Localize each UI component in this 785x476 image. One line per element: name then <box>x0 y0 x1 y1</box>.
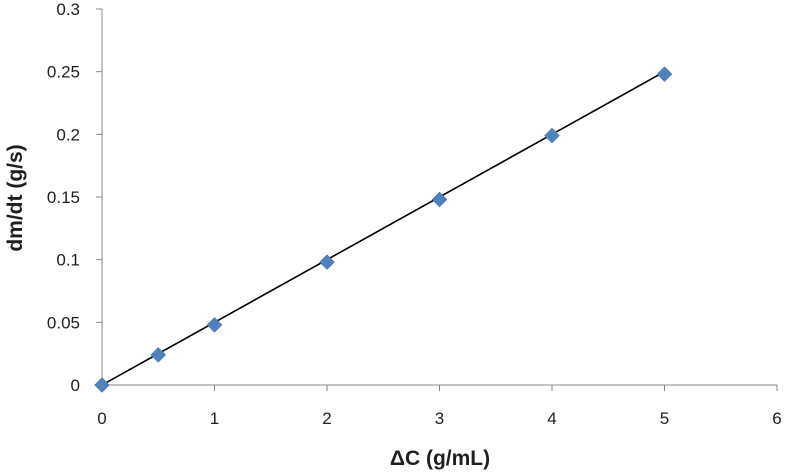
data-point <box>431 191 448 208</box>
data-points-layer <box>94 66 673 393</box>
data-point <box>206 316 223 333</box>
x-tick-label: 2 <box>322 409 331 428</box>
axes <box>96 8 778 391</box>
y-tick-label: 0.15 <box>47 188 80 207</box>
y-tick-label: 0.25 <box>47 63 80 82</box>
trendline-layer <box>101 70 665 386</box>
y-axis-title: dm/dt (g/s) <box>4 144 27 251</box>
x-tick-label: 1 <box>210 409 219 428</box>
y-tick-label: 0.05 <box>47 313 80 332</box>
linear-trendline <box>101 70 665 386</box>
data-point <box>656 66 673 83</box>
tick-labels-layer: 0 0.05 0.1 0.15 0.2 0.25 0.3 0 1 2 3 4 5 6 <box>47 0 782 428</box>
y-tick-label: 0.2 <box>56 125 80 144</box>
y-tick-label: 0.1 <box>56 251 80 270</box>
data-point <box>544 127 560 144</box>
x-tick-label: 4 <box>547 409 556 428</box>
y-tick-label: 0 <box>71 376 80 395</box>
x-axis-title: ΔC (g/mL) <box>390 447 490 470</box>
x-tick-label: 5 <box>660 409 669 428</box>
x-tick-label: 3 <box>435 409 444 428</box>
data-point <box>319 254 335 271</box>
data-point <box>94 377 110 393</box>
data-point <box>150 347 167 363</box>
y-tick-label: 0.3 <box>56 0 80 19</box>
x-tick-label: 0 <box>97 409 106 428</box>
x-tick-label: 6 <box>772 409 781 428</box>
